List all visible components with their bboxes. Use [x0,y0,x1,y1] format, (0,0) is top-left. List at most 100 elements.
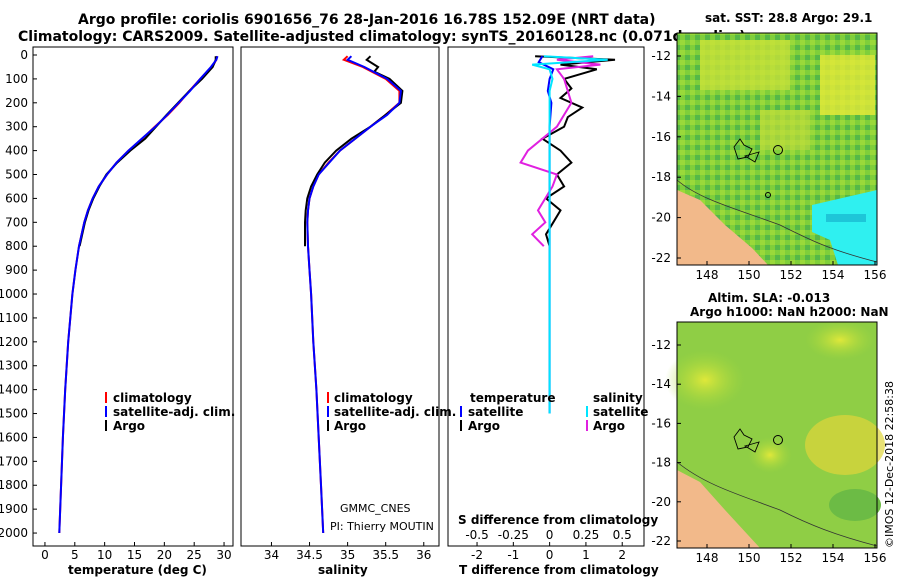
salinity-tick-label: 35 [340,548,355,562]
difference-top-tick-label: -0.25 [498,528,529,542]
sst-cool-patch [812,190,877,265]
salinity-tick-label: 34.5 [296,548,323,562]
salinity-legend: climatology satellite-adj. clim. Argo [327,391,456,433]
difference-top-tick-label: 0.5 [613,528,632,542]
depth-tick-label: 1500 [0,407,28,421]
map-lat-label: -22 [651,534,671,548]
sla-low-patch [829,489,881,521]
map-lon-label: 156 [864,551,887,565]
temperature-xlabel: temperature (deg C) [68,563,207,577]
map-lat-label: -12 [651,338,671,352]
sst-map-title: sat. SST: 28.8 Argo: 29.1 [705,11,872,25]
temperature-series [58,55,219,534]
sla-map [665,320,885,549]
difference-top-tick-label: 0 [546,528,554,542]
sst-warm-patch [820,55,875,115]
depth-tick-label: 100 [5,72,28,86]
map-lon-label: 150 [738,551,761,565]
sla-map-title-1: Altim. SLA: -0.013 [708,291,830,305]
map-lon-label: 152 [780,551,803,565]
sla-high-patch [748,437,792,473]
difference-line-s-satellite [531,55,608,414]
legend-satellite: satellite-adj. clim. [334,405,456,419]
difference-line-t-argo [535,55,616,247]
depth-tick-label: 500 [5,168,28,182]
sst-reef-outline [765,192,771,198]
depth-tick-label: 800 [5,239,28,253]
temperature-tick-label: 10 [97,548,112,562]
depth-tick-label: 400 [5,144,28,158]
temperature-tick-label: 5 [71,548,79,562]
salinity-series [304,55,404,534]
map-lat-label: -18 [651,456,671,470]
sla-high-patch [665,350,745,410]
temperature-tick-label: 30 [216,548,231,562]
temperature-line-satellite-adj-clim- [58,55,219,534]
difference-panel-frame [447,46,645,547]
difference-tick-label: 0 [546,548,554,562]
depth-tick-label: 1900 [0,502,28,516]
sst-contour [676,179,878,263]
depth-tick-label: 700 [5,215,28,229]
difference-x-axis: -2 -1 0 1 2 -0.5 -0.25 0 0.25 0.5 [465,528,631,562]
depth-tick-label: 1100 [0,311,28,325]
sla-high-patch [805,415,885,475]
legend-s-satellite: satellite [593,405,648,419]
depth-axis: 0 100 200 300 400 500 600 700 800 900 1000 1100 1200… [0,48,37,540]
temperature-tick-label: 0 [41,548,49,562]
salinity-line-satellite-adj-clim- [306,55,402,534]
legend-t-satellite: satellite [468,405,523,419]
map-lon-label: 154 [822,551,845,565]
temperature-legend: climatology satellite-adj. clim. Argo [105,391,235,433]
sst-map-axes: -12 -14 -16 -18 -20 -22 148 150 152 154 156 [651,49,886,282]
difference-line-s-argo [519,55,601,247]
map-lat-label: -18 [651,170,671,184]
map-lon-label: 152 [780,268,803,282]
sst-warm-patch [760,110,810,150]
map-lat-label: -14 [651,377,671,391]
salinity-xlabel: salinity [318,563,368,577]
salinity-line-argo [304,55,404,247]
depth-tick-label: 0 [20,48,28,62]
map-lat-label: -14 [651,89,671,103]
sla-contour [676,461,878,547]
difference-legend: temperature satellite Argo salinity sate… [460,391,648,433]
title-line-2: Climatology: CARS2009. Satellite-adjuste… [18,29,746,45]
difference-tick-label: 1 [582,548,590,562]
map-lat-label: -22 [651,251,671,265]
map-lat-label: -16 [651,416,671,430]
legend-argo: Argo [113,419,145,433]
difference-xlabel: T difference from climatology [459,563,659,577]
salinity-tick-label: 34 [264,548,279,562]
copyright-stamp: ©IMOS 12-Dec-2018 22:58:38 [883,381,896,548]
salinity-x-axis: 34 34.5 35 35.5 36 [264,542,431,562]
sla-map-title-2: Argo h1000: NaN h2000: NaN [690,305,889,319]
legend-satellite: satellite-adj. clim. [113,405,235,419]
title-line-1: Argo profile: coriolis 6901656_76 28-Jan… [78,12,656,28]
depth-tick-label: 600 [5,191,28,205]
difference-tick-label: -2 [471,548,483,562]
sst-cool-patch [826,214,866,222]
salinity-line-climatology [306,55,401,534]
salinity-tick-label: 36 [416,548,431,562]
map-lat-label: -20 [651,495,671,509]
depth-tick-label: 1800 [0,478,28,492]
annotation-gmmc: GMMC_CNES [340,502,411,515]
depth-tick-label: 1600 [0,430,28,444]
legend-s-argo: Argo [593,419,625,433]
difference-top-tick-label: 0.25 [573,528,600,542]
temperature-tick-label: 20 [157,548,172,562]
sla-land [677,470,760,548]
legend-title-salinity: salinity [593,391,643,405]
depth-tick-label: 900 [5,263,28,277]
depth-tick-label: 1200 [0,335,28,349]
temperature-panel-frame [32,46,234,547]
difference-top-tick-label: -0.5 [465,528,488,542]
depth-tick-label: 200 [5,96,28,110]
depth-tick-label: 2000 [0,526,28,540]
map-lon-label: 156 [864,268,887,282]
map-lat-label: -12 [651,49,671,63]
map-lon-label: 148 [696,551,719,565]
salinity-panel-frame [240,46,440,547]
